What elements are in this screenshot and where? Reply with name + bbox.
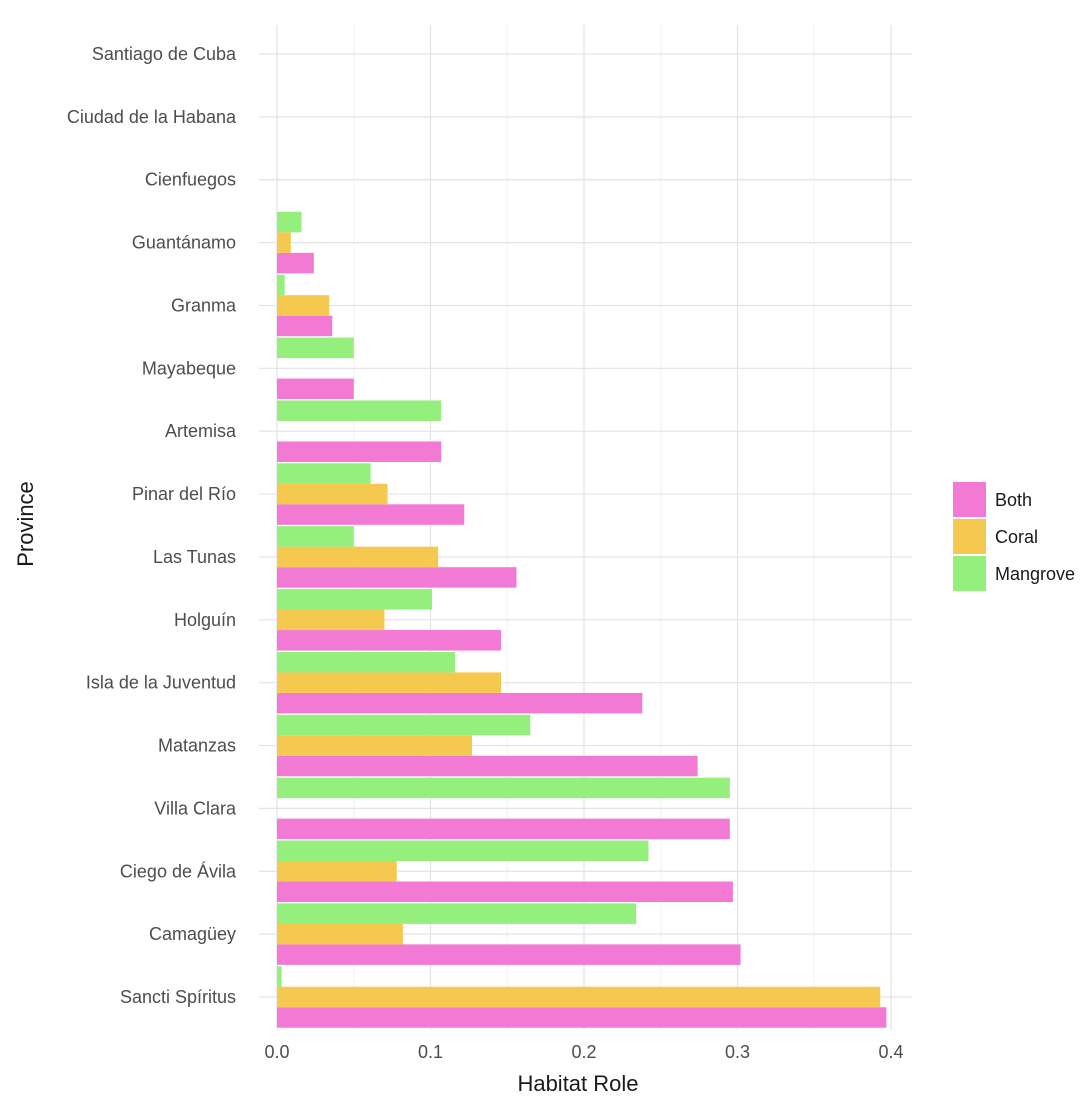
bar-mangrove — [277, 714, 531, 736]
bar-coral — [277, 232, 291, 253]
x-tick-label: 0.4 — [878, 1042, 903, 1062]
bar-mangrove — [277, 777, 730, 799]
bar-mangrove — [277, 966, 282, 987]
y-tick-label: Villa Clara — [154, 798, 237, 818]
legend-label-mangrove: Mangrove — [995, 564, 1075, 584]
y-tick-label: Pinar del Río — [132, 484, 236, 504]
bar-both — [277, 315, 333, 337]
bar-mangrove — [277, 589, 433, 610]
bar-both — [277, 567, 517, 588]
y-tick-label: Las Tunas — [153, 547, 236, 567]
bar-mangrove — [277, 337, 354, 359]
x-tick-label: 0.1 — [418, 1042, 443, 1062]
bar-coral — [277, 483, 388, 505]
bar-mangrove — [277, 274, 285, 296]
bar-mangrove — [277, 526, 354, 547]
y-tick-label: Camagüey — [149, 924, 236, 944]
x-axis-title: Habitat Role — [517, 1071, 638, 1096]
bar-mangrove — [277, 840, 649, 862]
bars — [277, 211, 887, 1028]
y-tick-label: Guantánamo — [132, 233, 236, 253]
x-tick-labels: 0.0 0.1 0.2 0.3 0.4 — [264, 1042, 903, 1062]
bar-mangrove — [277, 400, 442, 421]
bar-coral — [277, 672, 502, 693]
x-tick-label: 0.2 — [571, 1042, 596, 1062]
bar-coral — [277, 609, 385, 631]
legend-key-coral — [953, 519, 986, 554]
bar-coral — [277, 735, 472, 756]
bar-both — [277, 692, 643, 714]
y-tick-label: Sancti Spíritus — [120, 987, 236, 1007]
bar-mangrove — [277, 463, 371, 484]
x-tick-label: 0.0 — [264, 1042, 289, 1062]
y-tick-label: Isla de la Juventud — [86, 673, 236, 693]
bar-both — [277, 944, 741, 965]
bar-both — [277, 252, 314, 274]
bar-both — [277, 504, 465, 525]
bar-both — [277, 1007, 887, 1028]
bar-both — [277, 441, 442, 462]
y-tick-label: Artemisa — [165, 421, 237, 441]
y-tick-label: Ciego de Ávila — [120, 861, 237, 881]
bar-mangrove — [277, 903, 637, 924]
y-axis-title: Province — [13, 481, 38, 567]
bar-both — [277, 881, 733, 903]
legend: Both Coral Mangrove — [953, 482, 1075, 591]
legend-label-both: Both — [995, 490, 1032, 510]
bar-both — [277, 378, 354, 400]
bar-both — [277, 755, 698, 777]
bar-mangrove — [277, 651, 456, 673]
legend-key-mangrove — [953, 556, 986, 591]
y-tick-label: Cienfuegos — [145, 170, 236, 190]
bar-both — [277, 630, 502, 651]
bar-both — [277, 818, 730, 840]
bar-coral — [277, 861, 397, 882]
bar-coral — [277, 546, 439, 568]
bar-coral — [277, 295, 330, 316]
bar-coral — [277, 923, 403, 945]
bar-mangrove — [277, 211, 302, 233]
y-tick-label: Mayabeque — [142, 358, 236, 378]
y-tick-label: Santiago de Cuba — [92, 44, 237, 64]
y-tick-label: Ciudad de la Habana — [67, 107, 237, 127]
legend-label-coral: Coral — [995, 527, 1038, 547]
y-tick-label: Matanzas — [158, 736, 236, 756]
x-tick-label: 0.3 — [725, 1042, 750, 1062]
legend-key-both — [953, 482, 986, 517]
y-tick-label: Holguín — [174, 610, 236, 630]
y-tick-labels: Sancti Spíritus Camagüey Ciego de Ávila Vil… — [67, 44, 237, 1007]
bar-coral — [277, 986, 881, 1008]
y-tick-label: Granma — [171, 295, 237, 315]
